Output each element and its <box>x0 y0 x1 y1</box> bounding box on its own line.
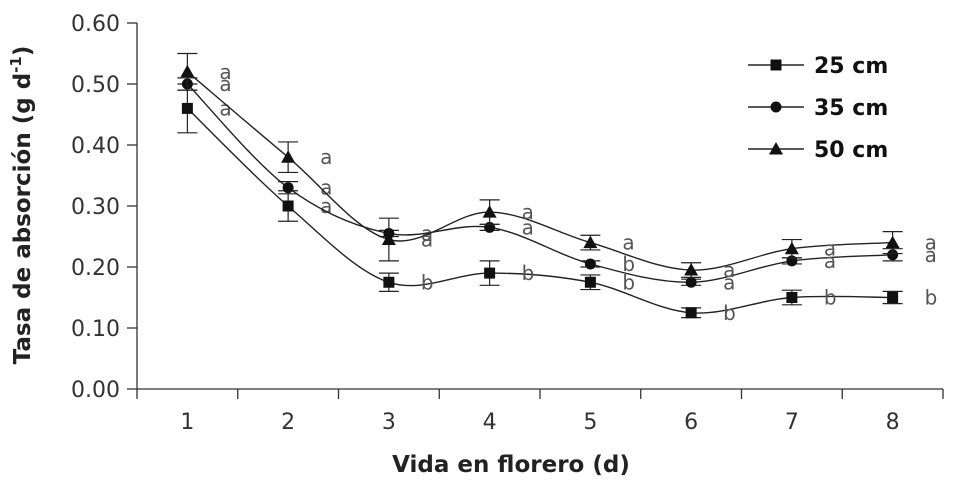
data-point-circle <box>887 249 899 261</box>
x-axis-title: Vida en florero (d) <box>392 452 630 478</box>
x-tick-label: 1 <box>180 410 194 435</box>
significance-letter: a <box>925 231 937 255</box>
y-tick-label: 0.20 <box>71 256 120 281</box>
significance-letter: a <box>320 145 332 169</box>
significance-letter: b <box>522 261 535 285</box>
y-tick-label: 0.40 <box>71 134 120 159</box>
data-point-triangle <box>180 64 195 78</box>
data-point-triangle <box>583 235 598 249</box>
significance-letter: a <box>824 249 836 273</box>
significance-letter: b <box>622 270 635 294</box>
x-tick-label: 3 <box>382 410 396 435</box>
y-tick-label: 0.50 <box>71 73 120 98</box>
significance-letter: a <box>723 270 735 294</box>
legend-marker-square <box>770 59 782 71</box>
data-point-square <box>584 276 596 288</box>
significance-letter: b <box>824 286 837 310</box>
y-tick-label: 0.10 <box>71 317 120 342</box>
significance-letter: b <box>421 270 434 294</box>
data-point-square <box>685 307 697 319</box>
data-point-triangle <box>784 241 799 255</box>
data-point-triangle <box>684 263 699 276</box>
data-point-triangle <box>482 205 497 218</box>
series-line-50-cm <box>186 71 893 271</box>
significance-letter: b <box>925 286 938 310</box>
x-tick-label: 4 <box>483 410 497 435</box>
legend-label-25-cm: 25 cm <box>814 54 888 79</box>
data-point-square <box>181 102 193 114</box>
legend: 25 cm 35 cm 50 cm <box>748 54 888 163</box>
y-axis-title: Tasa de absorción (g d-1) <box>7 46 36 365</box>
x-tick-label: 6 <box>684 410 698 435</box>
significance-letter: a <box>320 176 332 200</box>
legend-marker-triangle <box>769 142 783 155</box>
significance-letter: a <box>421 228 433 252</box>
significance-letter: a <box>925 243 937 267</box>
x-tick-label: 8 <box>886 410 900 435</box>
data-point-square <box>887 292 899 303</box>
data-point-square <box>383 276 395 288</box>
data-point-triangle <box>281 150 296 163</box>
significance-letter: a <box>622 231 634 255</box>
significance-letter: a <box>522 200 534 224</box>
x-tick-label: 2 <box>281 410 295 435</box>
data-point-square <box>484 267 496 279</box>
data-point-circle <box>685 276 697 288</box>
y-tick-label: 0.30 <box>71 195 120 220</box>
significance-letter: a <box>824 237 836 261</box>
data-point-triangle <box>885 235 900 249</box>
y-axis-title-superscript: -1 <box>7 56 25 73</box>
data-point-square <box>282 200 294 212</box>
y-axis-title-main: Tasa de absorción (g d <box>10 73 36 365</box>
legend-marker-circle <box>770 101 782 113</box>
x-tick-label: 5 <box>583 410 597 435</box>
x-tick-label: 7 <box>785 410 799 435</box>
significance-letter: a <box>421 221 433 245</box>
significance-letter: a <box>320 194 332 218</box>
y-axis-title-close: ) <box>10 46 36 57</box>
y-tick-label: 0.60 <box>71 12 120 37</box>
significance-letter: a <box>723 258 735 282</box>
significance-letter: b <box>723 301 736 325</box>
significance-letter: a <box>219 72 231 96</box>
data-point-circle <box>584 258 596 270</box>
legend-label-50-cm: 50 cm <box>814 138 888 163</box>
data-point-circle <box>282 182 294 194</box>
axes: 0.00 0.10 0.20 0.30 0.40 0.50 0.60 1 2 3 4 5 6 7 8 <box>71 12 944 435</box>
legend-label-35-cm: 35 cm <box>814 96 888 121</box>
significance-letter: a <box>219 60 231 84</box>
significance-letter: b <box>622 252 635 276</box>
data-point-triangle <box>381 232 396 246</box>
data-point-square <box>786 292 798 303</box>
y-tick-label: 0.00 <box>71 378 120 403</box>
